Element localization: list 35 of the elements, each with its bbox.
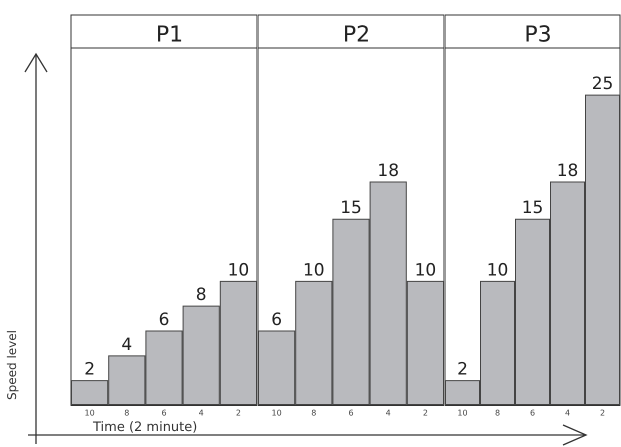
chart-title: P1 (156, 22, 184, 48)
x-tick-label: 10 (272, 408, 282, 418)
data-label: 10 (228, 260, 250, 280)
data-label: 10 (302, 260, 325, 280)
x-tick-label: 2 (422, 408, 428, 418)
x-tick-label: 10 (84, 408, 95, 418)
data-label: 10 (486, 260, 508, 280)
data-label: 18 (377, 160, 400, 181)
data-label: 2 (457, 360, 468, 380)
x-tick-label: 6 (161, 408, 167, 418)
data-label: 15 (340, 198, 362, 218)
x-tick-label: 6 (530, 408, 536, 418)
chart-title: P3 (524, 22, 552, 48)
x-tick-label: 6 (348, 408, 354, 418)
x-tick-label: 2 (236, 408, 241, 418)
x-tick-label: 10 (457, 408, 468, 418)
x-tick-label: 8 (124, 408, 130, 418)
data-label: 6 (158, 310, 170, 330)
data-label: 4 (121, 334, 132, 355)
data-label: 18 (556, 160, 578, 181)
data-label: 8 (196, 285, 207, 306)
data-label: 6 (271, 310, 282, 330)
data-label: 10 (414, 260, 436, 280)
x-tick-label: 8 (311, 408, 316, 418)
data-label: 15 (522, 198, 544, 218)
x-tick-label: 4 (198, 408, 204, 418)
data-label: 2 (84, 360, 96, 380)
x-axis-title: Time (2 minute) (92, 420, 198, 435)
x-tick-label: 2 (600, 408, 606, 418)
x-tick-label: 4 (564, 408, 570, 418)
y-axis-title: Speed level (5, 330, 19, 400)
x-tick-label: 4 (386, 408, 391, 418)
chart-title: P2 (342, 22, 370, 48)
x-tick-label: 8 (494, 408, 500, 418)
data-label: 25 (592, 74, 614, 94)
